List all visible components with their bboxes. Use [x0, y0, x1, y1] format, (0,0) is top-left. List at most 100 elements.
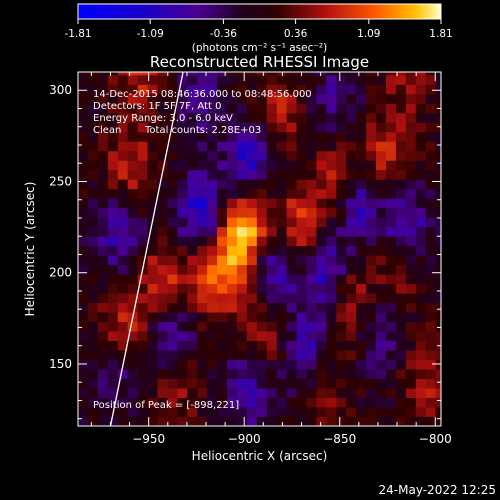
heatmap-cell [207, 407, 218, 417]
heatmap-cell [167, 407, 178, 417]
heatmap-cell [147, 84, 158, 95]
heatmap-cell [405, 274, 417, 285]
heatmap-cell [236, 207, 248, 218]
heatmap-cell [207, 312, 218, 323]
heatmap-cell [246, 407, 258, 417]
heatmap-cell [395, 93, 407, 104]
heatmap-cell [326, 188, 337, 199]
heatmap-cell [246, 217, 258, 228]
heatmap-cell [137, 74, 148, 85]
heatmap-cell [366, 74, 377, 85]
heatmap-cell [435, 169, 441, 180]
heatmap-cell [326, 302, 337, 313]
heatmap-cell [276, 84, 288, 95]
heatmap-cell [356, 293, 367, 304]
heatmap-cell [127, 388, 139, 398]
heatmap-cell [107, 93, 119, 104]
heatmap-cell [78, 141, 89, 152]
heatmap-cell [405, 179, 417, 190]
heatmap-cell [217, 331, 228, 342]
heatmap-cell [117, 302, 129, 313]
heatmap-cell [147, 245, 158, 256]
heatmap-cell [187, 245, 198, 256]
heatmap-cell [97, 150, 109, 161]
info-time-range: 14-Dec-2015 08:46:36.000 to 08:48:56.000 [93, 89, 312, 100]
heatmap-cell [415, 150, 427, 161]
heatmap-cell [207, 207, 218, 218]
heatmap-cell [425, 340, 437, 351]
heatmap-cell [266, 283, 278, 294]
heatmap-cell [405, 141, 417, 152]
heatmap-cell [227, 160, 238, 171]
heatmap-cell [415, 236, 427, 247]
heatmap-cell [286, 255, 297, 266]
heatmap-cell [356, 179, 367, 190]
heatmap-cell [286, 340, 297, 351]
heatmap-cell [127, 188, 139, 199]
heatmap-cell [346, 378, 357, 389]
heatmap-cell [346, 369, 357, 379]
heatmap-cell [137, 122, 148, 133]
heatmap-cell [177, 122, 188, 133]
heatmap-cell [346, 283, 357, 294]
heatmap-cell [425, 217, 437, 228]
heatmap-cell [187, 283, 198, 294]
heatmap-cell [425, 407, 437, 417]
heatmap-cell [366, 359, 377, 370]
heatmap-cell [227, 378, 238, 389]
heatmap-cell [157, 217, 168, 228]
heatmap-cell [276, 103, 288, 114]
heatmap-cell [276, 207, 288, 218]
heatmap-cell [177, 150, 188, 161]
heatmap-cell [107, 74, 119, 85]
heatmap-cell [107, 340, 119, 351]
heatmap-cell [227, 340, 238, 351]
heatmap-cell [197, 226, 208, 237]
heatmap-cell [346, 340, 357, 351]
heatmap-cell [415, 397, 427, 408]
heatmap-cell [157, 141, 168, 152]
heatmap-cell [187, 388, 198, 398]
heatmap-cell [276, 331, 288, 342]
heatmap-cell [395, 169, 407, 180]
heatmap-cell [97, 407, 109, 417]
heatmap-cell [197, 369, 208, 379]
heatmap-cell [376, 274, 387, 285]
heatmap-cell [405, 302, 417, 313]
heatmap-cell [207, 131, 218, 142]
heatmap-cell [147, 388, 158, 398]
heatmap-cell [306, 321, 317, 332]
heatmap-cell [306, 274, 317, 285]
heatmap-cell [266, 207, 278, 218]
heatmap-cell [395, 74, 407, 85]
heatmap-cell [266, 198, 278, 209]
heatmap-cell [187, 312, 198, 323]
heatmap-cell [326, 407, 337, 417]
heatmap-cell [227, 207, 238, 218]
heatmap-cell [127, 131, 139, 142]
heatmap-cell [415, 293, 427, 304]
heatmap-cell [256, 226, 268, 237]
heatmap-cell [107, 179, 119, 190]
heatmap-cell [336, 122, 347, 133]
heatmap-cell [316, 122, 327, 133]
heatmap-cell [227, 293, 238, 304]
heatmap-cell [177, 207, 188, 218]
heatmap-cell [97, 74, 109, 85]
heatmap-cell [107, 245, 119, 256]
heatmap-cell [137, 388, 148, 398]
heatmap-cell [187, 331, 198, 342]
heatmap-cell [137, 359, 148, 370]
heatmap-cell [177, 255, 188, 266]
heatmap-cell [405, 312, 417, 323]
heatmap-cell [117, 160, 129, 171]
heatmap-cell [97, 84, 109, 95]
heatmap-cell [366, 283, 377, 294]
heatmap-cell [316, 397, 327, 408]
heatmap-cell [415, 359, 427, 370]
heatmap-cell [187, 112, 198, 123]
heatmap-cell [147, 397, 158, 408]
heatmap-cell [117, 198, 129, 209]
heatmap-cell [87, 169, 99, 180]
heatmap-cell [157, 93, 168, 104]
